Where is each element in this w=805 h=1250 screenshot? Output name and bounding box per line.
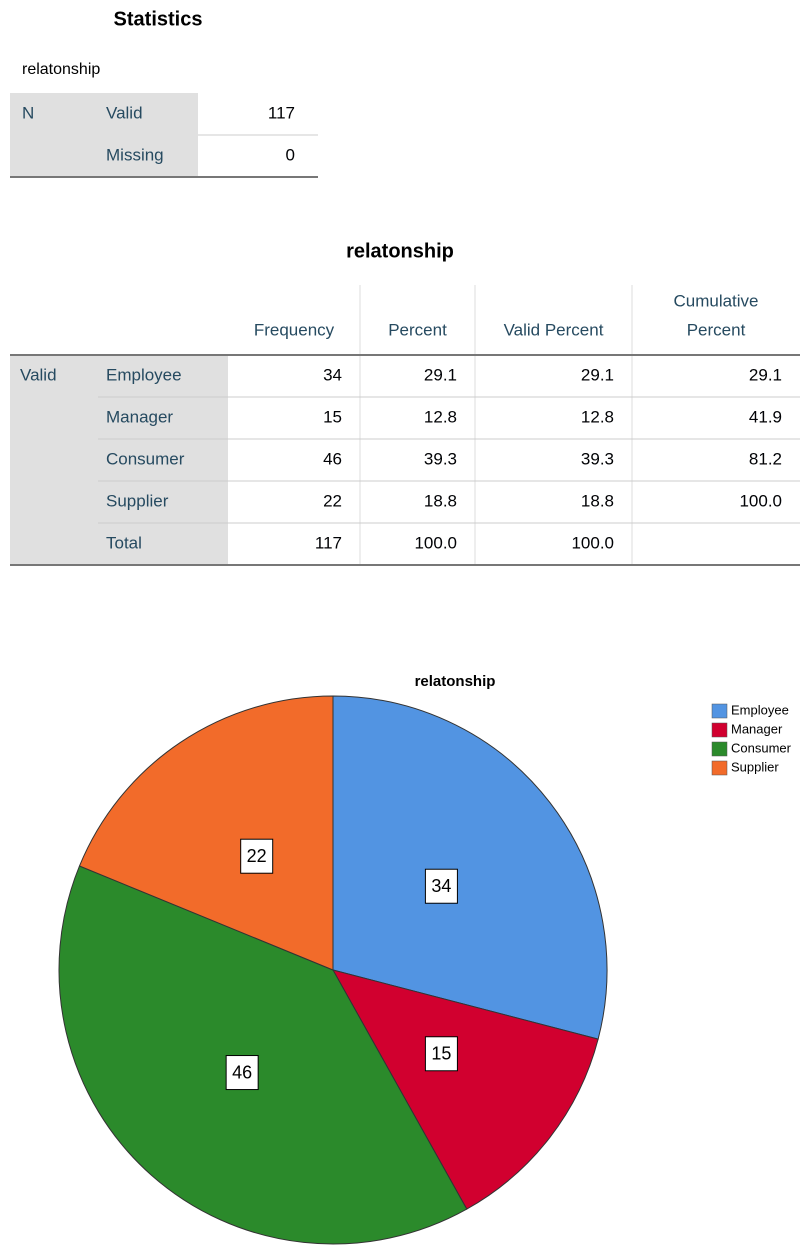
cell-value: 29.1 [581,365,614,384]
cell-value: 29.1 [749,365,782,384]
value-label: 46 [232,1062,252,1082]
legend-label: Manager [731,721,783,736]
cell-value: 12.8 [424,407,457,426]
label-box [240,838,274,874]
legend-swatch [711,703,728,719]
cell-value: 117 [315,533,342,552]
row-label: Employee [106,365,182,384]
column-header: Cumulative [673,291,758,310]
chart-title: relatonship [415,673,496,690]
cell-value: 0 [286,145,295,164]
label-box [424,868,458,904]
cell-value: 39.3 [581,449,614,468]
cell-value: 39.3 [424,449,457,468]
pie-slice [78,695,334,971]
value-label: 15 [431,1044,451,1064]
header-cell [10,355,228,565]
statistics-variable: relatonship [22,61,100,78]
cell-value: 100.0 [739,491,782,510]
column-header: Valid Percent [504,320,604,339]
cell-value: 18.8 [424,491,457,510]
legend-swatch [711,741,728,757]
pie-slice [331,969,599,1210]
cell-value: 81.2 [749,449,782,468]
legend-swatch [711,722,728,738]
cell-value: 15 [323,407,342,426]
cell-value: 100.0 [414,533,457,552]
legend-swatch [711,760,728,776]
cell-value: 117 [268,103,295,122]
row-label: Consumer [106,449,185,468]
pie-slice [332,695,608,1040]
column-header: Frequency [254,320,335,339]
cell-value: 100.0 [571,533,614,552]
row-label: Total [106,533,142,552]
row-label: Missing [106,145,164,164]
header-cell [10,93,198,177]
row-label: Manager [106,407,173,426]
group-label: Valid [20,365,57,384]
legend-label: Supplier [731,759,779,774]
row-header: N [22,103,34,122]
cell-value: 34 [323,365,342,384]
cell-value: 46 [323,449,342,468]
frequency-title: relatonship [346,240,454,262]
cell-value: 12.8 [581,407,614,426]
column-header: Percent [687,320,746,339]
label-box [225,1055,259,1091]
legend-label: Employee [731,702,789,717]
row-label: Valid [106,103,143,122]
cell-value: 22 [323,491,342,510]
row-label: Supplier [106,491,169,510]
label-box [424,1036,458,1072]
cell-value: 29.1 [424,365,457,384]
value-label: 34 [431,876,451,896]
cell-value: 41.9 [749,407,782,426]
legend-label: Consumer [731,740,792,755]
pie-slice [58,865,468,1245]
cell-value: 18.8 [581,491,614,510]
value-label: 22 [247,846,267,866]
column-header: Percent [388,320,447,339]
statistics-title: Statistics [114,8,203,30]
